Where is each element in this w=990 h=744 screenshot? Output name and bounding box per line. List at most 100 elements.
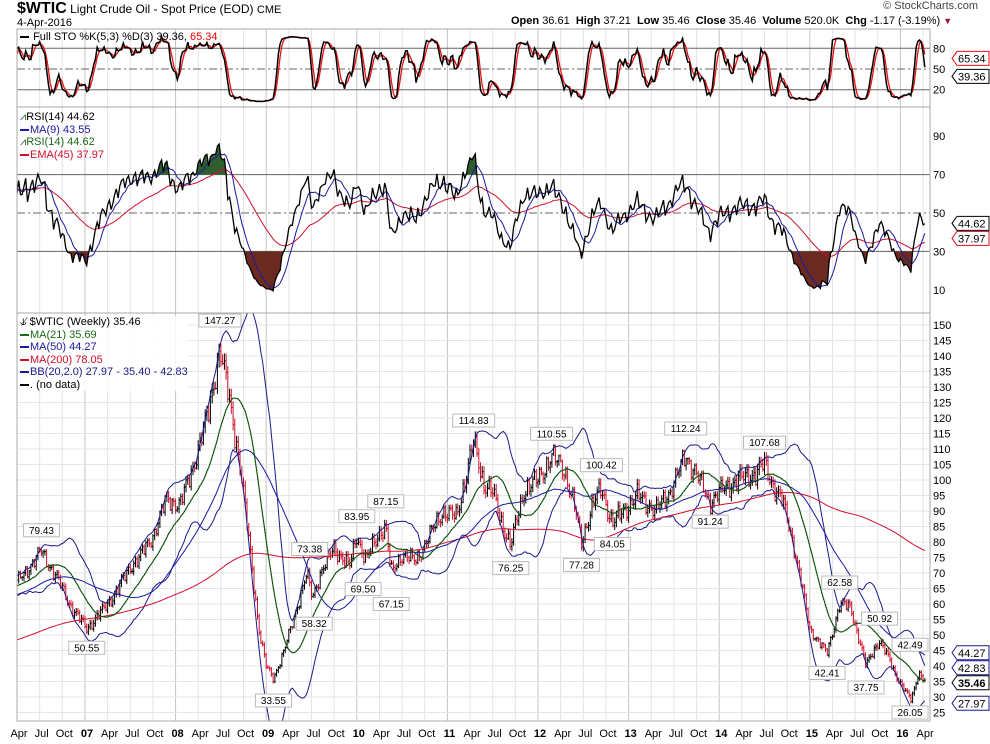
ohlc-bar: [57, 570, 60, 580]
ohlc-bar: [477, 448, 480, 474]
ohlc-bar: [108, 595, 111, 607]
ohlc-bar: [509, 529, 512, 551]
x-tick-label: Oct: [599, 728, 616, 740]
ohlc-bar: [404, 550, 407, 558]
annotation-box: [821, 575, 859, 590]
rsi-legend-ma9: MA(9) 43.55: [30, 123, 91, 136]
y-tick-label: 145: [933, 336, 951, 348]
ohlc-bar: [415, 559, 417, 566]
annotation-label: 100.42: [586, 461, 617, 472]
x-tick-label: Oct: [146, 728, 163, 740]
x-tick-label: Jul: [306, 728, 320, 740]
x-tick-label: Jul: [759, 728, 773, 740]
ohlc-bar: [754, 467, 757, 486]
ohlc-bar: [455, 503, 458, 520]
x-tick-label: Apr: [192, 728, 209, 740]
ohlc-bar: [111, 597, 114, 608]
rsi-value-tag: 37.97: [951, 230, 990, 246]
annotation-box: [891, 705, 929, 720]
y-tick-label: 40: [933, 661, 945, 673]
annotation-label: 114.83: [459, 416, 489, 427]
ohlc-bar: [387, 524, 390, 551]
price-annotation: 91.24: [691, 514, 729, 529]
ohlc-bar: [653, 505, 656, 521]
ohlc-bar: [441, 514, 444, 526]
sto-level-label: 50: [933, 64, 945, 76]
ohlc-bar: [484, 485, 487, 499]
sto-d-value: 65.34: [190, 31, 218, 43]
price-legend-ma21: MA(21) 35.69: [30, 328, 97, 341]
ohlc-bar: [40, 549, 43, 557]
ohlc-bar: [530, 484, 532, 497]
ohlc-bar: [21, 575, 24, 581]
sto-k-line: [17, 34, 926, 103]
x-tick-label: 10: [353, 728, 365, 740]
x-tick-label: Apr: [101, 728, 118, 740]
ohlc-bar: [605, 489, 607, 506]
ohlc-bar: [28, 569, 31, 581]
ohlc-bar: [336, 548, 339, 565]
price-legend-nodata: . (no data): [30, 378, 81, 391]
y-tick-label: 60: [933, 599, 945, 611]
annotation-label: 84.05: [600, 539, 625, 550]
ohlc-bar: [75, 608, 78, 617]
y-tick-label: 65: [933, 584, 945, 596]
annotation-box: [562, 557, 600, 572]
price-annotation: 77.28: [562, 557, 600, 572]
ohlc-bar: [481, 466, 484, 479]
ohlc-bar: [338, 550, 341, 563]
y-tick-label: 90: [933, 506, 945, 518]
value-tag-box: [951, 50, 990, 66]
ohlc-bar: [821, 642, 823, 650]
ohlc-bar: [305, 574, 308, 584]
value-tag-label: 35.46: [958, 678, 986, 690]
ohlc-bar: [608, 513, 611, 524]
rsi-level-label: 90: [933, 131, 945, 143]
annotation-box: [691, 514, 729, 529]
annotation-box: [68, 640, 106, 655]
chart-date: 4-Apr-2016: [17, 17, 73, 29]
high-value: 37.21: [603, 15, 631, 27]
sto-value-tag: 39.36: [951, 68, 990, 84]
price-annotation: 42.41: [808, 666, 846, 681]
annotation-box: [452, 413, 496, 428]
ma50-swatch-icon: [20, 346, 29, 349]
ohlc-bar: [868, 654, 871, 663]
ohlc-bar: [889, 651, 891, 663]
ohlc-bar: [225, 353, 228, 380]
ohlc-bar: [408, 555, 411, 565]
price-annotation: 73.38: [291, 542, 329, 557]
x-tick-label: Oct: [781, 728, 798, 740]
sto-value-tag: 65.34: [951, 50, 990, 66]
x-tick-label: 11: [444, 728, 456, 740]
x-tick-label: Apr: [917, 728, 934, 740]
ohlc-bar: [43, 549, 46, 556]
ohlc-bar: [875, 643, 877, 651]
annotation-box: [664, 421, 708, 436]
ohlc-bar: [233, 418, 236, 450]
ohlc-bar: [913, 686, 916, 696]
x-tick-label: Jul: [578, 728, 592, 740]
ohlc-bar: [693, 463, 696, 476]
ohlc-bar: [552, 444, 555, 456]
ohlc-bar: [219, 343, 222, 367]
ohlc-bar: [854, 619, 857, 627]
ohlc-bar: [915, 681, 918, 691]
ohlc-bar: [665, 496, 668, 512]
annotation-label: 112.24: [671, 424, 701, 435]
x-tick-label: 15: [806, 728, 818, 740]
value-tag-label: 44.62: [958, 218, 986, 230]
ohlc-bar: [491, 487, 494, 499]
ohlc-bar: [833, 627, 836, 638]
annotation-box: [372, 597, 410, 612]
ohlc-bar: [275, 668, 278, 677]
ohlc-bar: [385, 520, 388, 532]
rsi-value-tag: 44.62: [951, 215, 990, 231]
x-tick-label: Oct: [418, 728, 435, 740]
ohlc-bar: [359, 537, 362, 548]
ohlc-bar: [151, 534, 154, 551]
ohlc-bar: [671, 488, 674, 500]
x-tick-label: 12: [534, 728, 546, 740]
y-tick-label: 110: [933, 444, 951, 456]
ohlc-bar: [395, 563, 398, 572]
